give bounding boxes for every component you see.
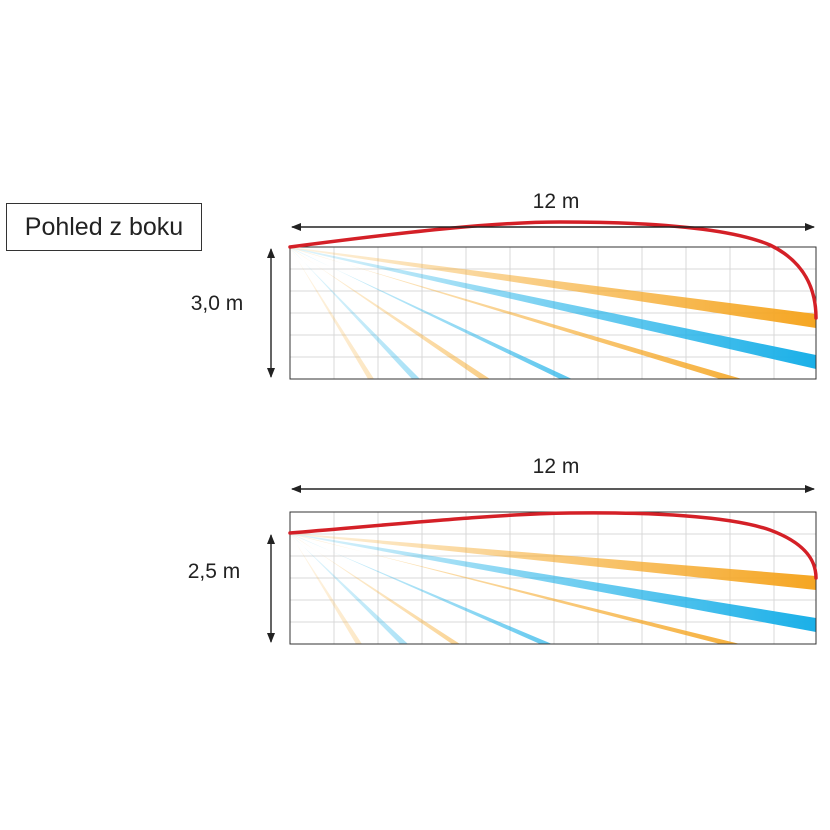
beam-orange-long	[290, 247, 816, 328]
height-label: 2,5 m	[188, 560, 241, 583]
height-label: 3,0 m	[191, 292, 244, 315]
width-label: 12 m	[533, 190, 580, 213]
width-label: 12 m	[533, 455, 580, 478]
beam-orange-long	[290, 533, 816, 590]
panel-2-5m: 12 m 2,5 m	[188, 455, 818, 645]
detection-beams	[290, 533, 816, 644]
panel-3-0m: 12 m 3,0 m	[191, 190, 818, 380]
detection-beams	[290, 247, 816, 379]
view-title: Pohled z boku	[6, 203, 202, 251]
beam-blue-long	[290, 247, 816, 369]
grid	[290, 512, 816, 644]
beam-blue-long	[290, 533, 816, 632]
detection-zone-curve	[288, 511, 818, 580]
beam-orange-mid	[290, 533, 740, 644]
beam-orange-steep	[290, 533, 362, 644]
